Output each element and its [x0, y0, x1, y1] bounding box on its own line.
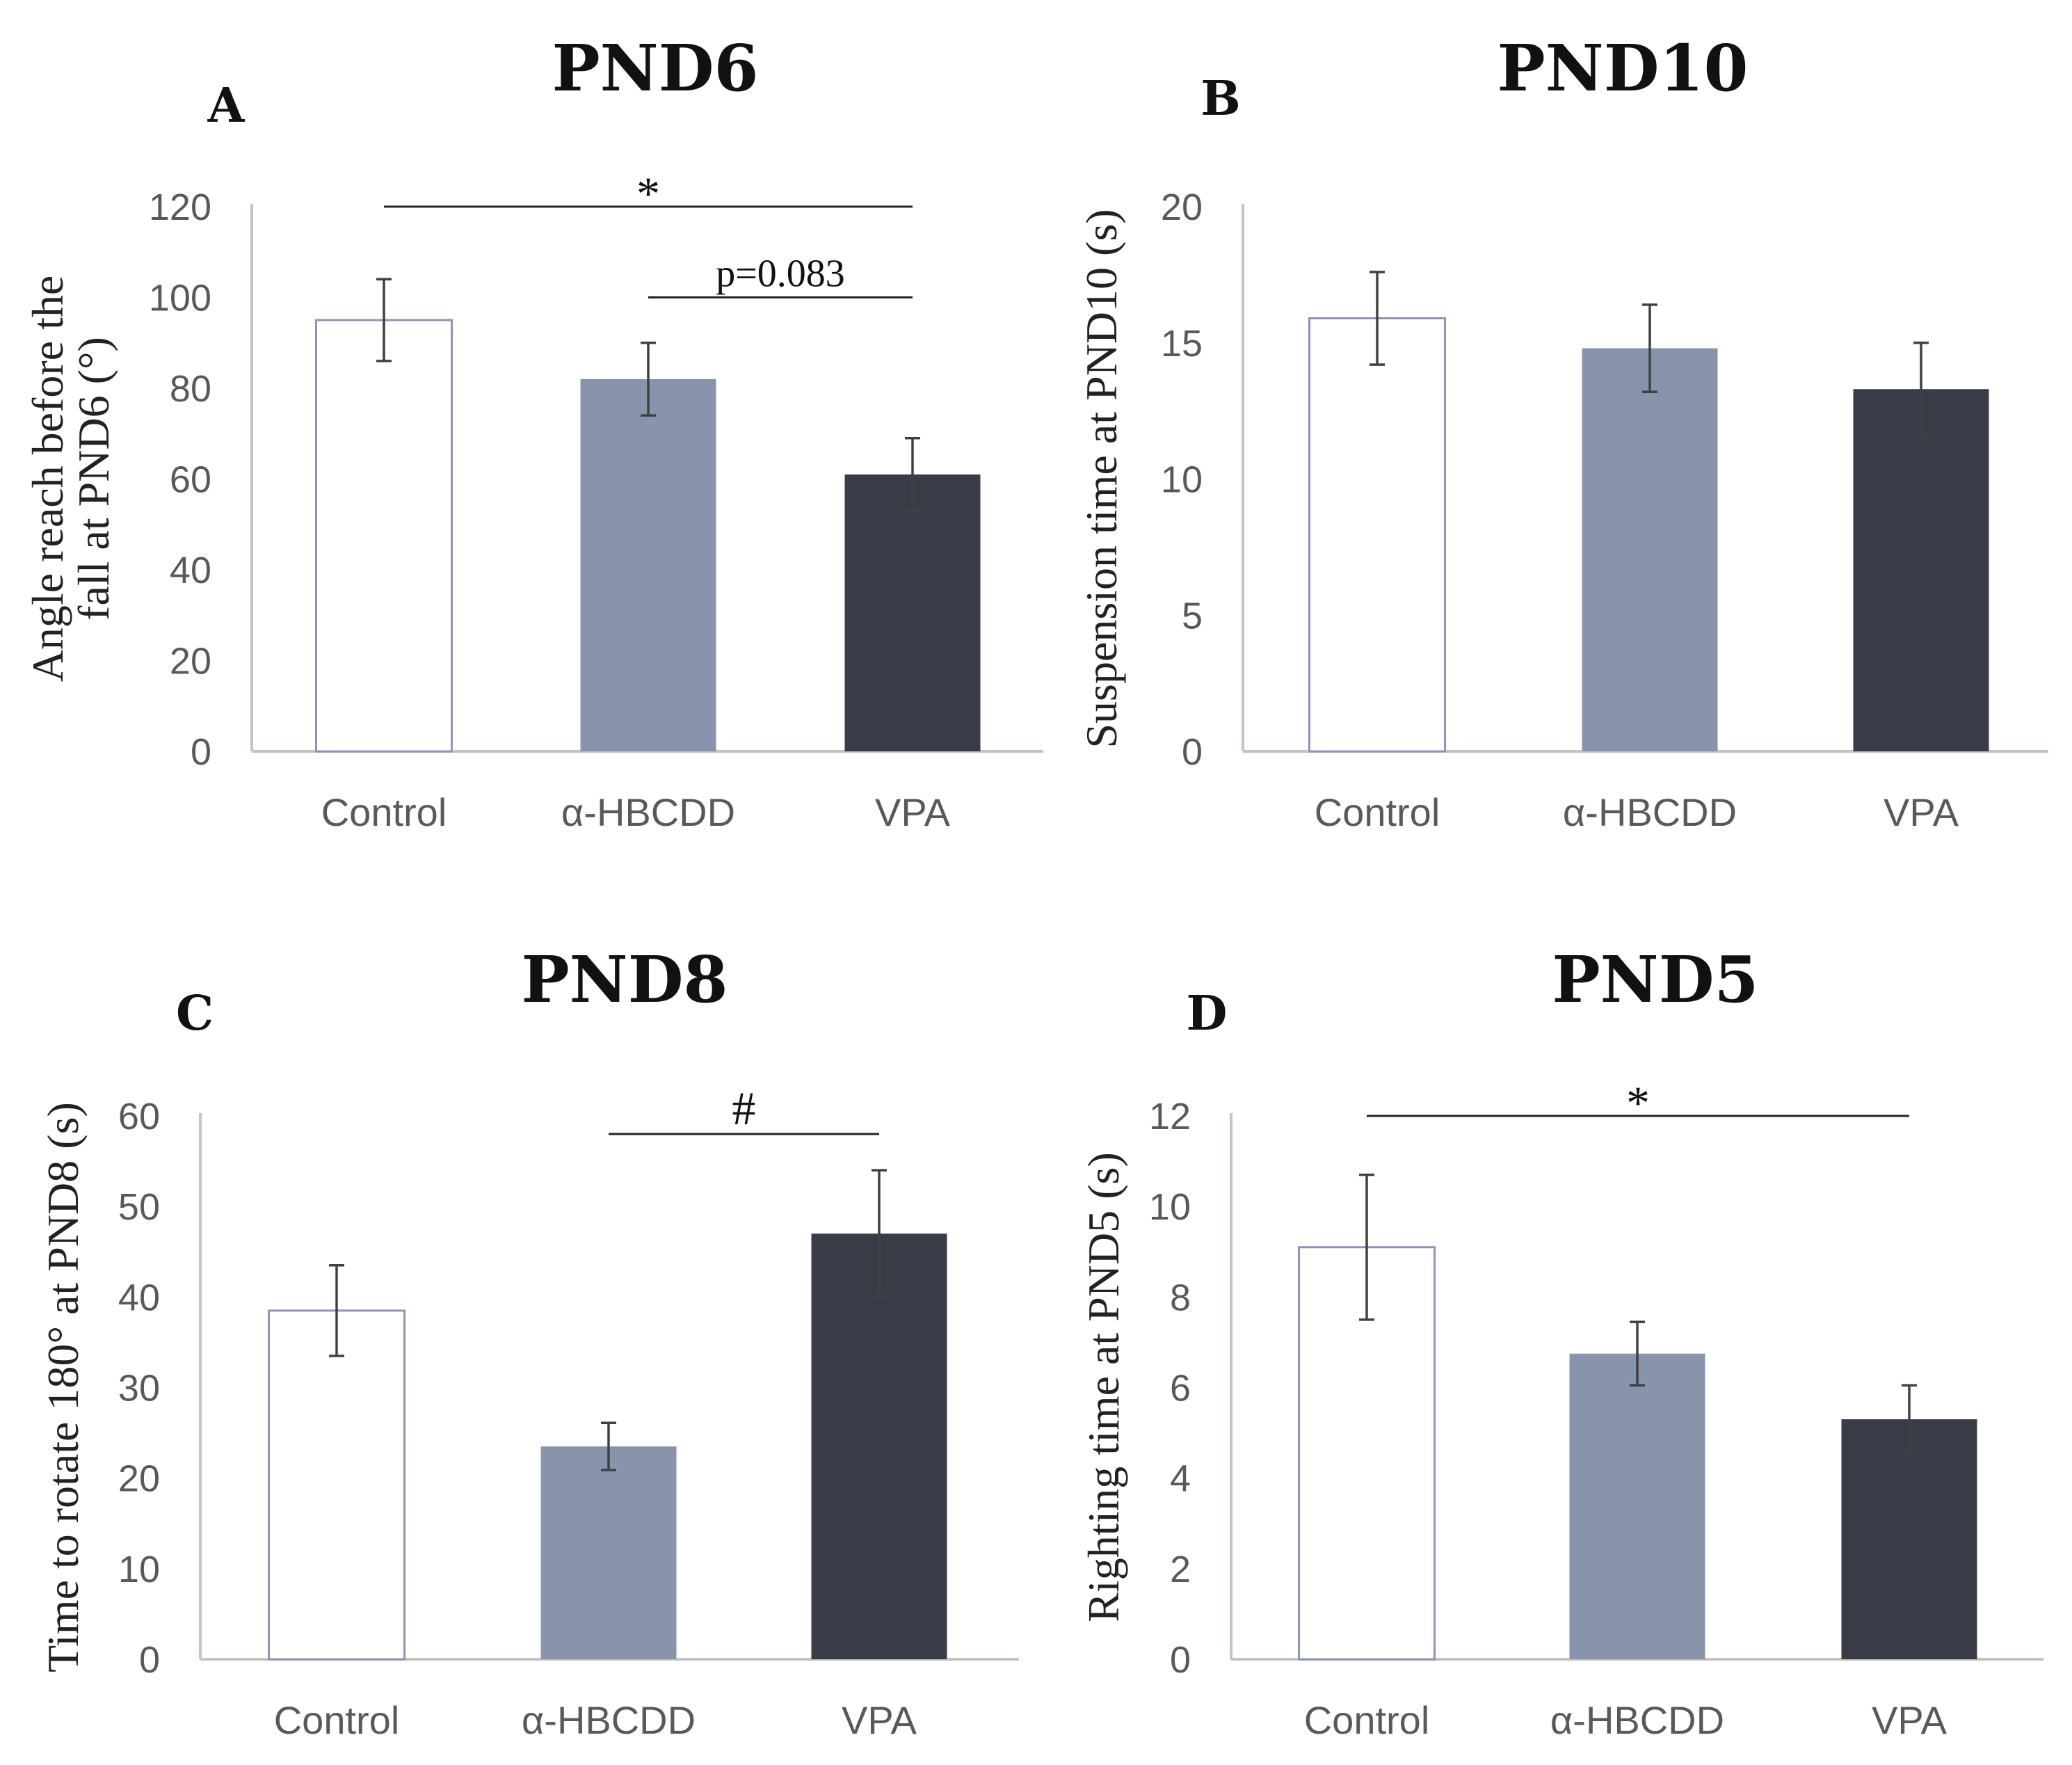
y-axis-label-line: Righting time at PND5 (s)	[1079, 1152, 1128, 1622]
category-label: Control	[1304, 1698, 1430, 1742]
category-label: VPA	[1872, 1698, 1947, 1742]
y-tick-label: 60	[118, 1096, 160, 1137]
y-tick-label: 50	[118, 1186, 160, 1228]
bar-control	[1308, 317, 1446, 753]
y-axis-label-line: Suspension time at PND10 (s)	[1077, 209, 1126, 748]
y-axis-label-line: fall at PND6 (°)	[69, 337, 118, 621]
bar-vpa	[1853, 389, 1989, 751]
y-tick-label: 15	[1161, 323, 1203, 365]
y-tick-label: 12	[1149, 1096, 1191, 1137]
category-label: α-HBCDD	[1550, 1698, 1724, 1742]
y-tick-label: 20	[170, 641, 211, 682]
panel-title: PND6	[552, 31, 758, 106]
bar-control	[315, 319, 453, 753]
y-axis-label-line: Angle reach before the	[23, 275, 72, 682]
y-axis-label: Time to rotate 180° at PND8 (s)	[38, 1102, 88, 1672]
category-label: VPA	[875, 790, 951, 834]
y-tick-label: 80	[170, 368, 211, 410]
panel-c: PND8 C Time to rotate 180° at PND8 (s) 0 10 2…	[38, 942, 1019, 1742]
y-tick-label: 10	[1149, 1186, 1191, 1228]
y-tick-label: 8	[1170, 1277, 1191, 1318]
category-label: α-HBCDD	[522, 1698, 696, 1742]
bar-hbcdd	[1582, 348, 1718, 752]
y-tick-label: 6	[1170, 1368, 1191, 1409]
y-tick-label: 0	[191, 731, 211, 773]
y-tick-label: 60	[170, 459, 211, 501]
y-tick-label: 20	[118, 1458, 160, 1500]
panel-letter: D	[1187, 986, 1228, 1041]
category-label: Control	[1315, 790, 1440, 834]
significance-label: p=0.083	[716, 253, 845, 296]
category-label: α-HBCDD	[1563, 790, 1737, 834]
bar-control	[268, 1309, 405, 1661]
bar-vpa	[1841, 1419, 1977, 1659]
significance-label: *	[636, 167, 660, 220]
y-tick-label: 20	[1161, 186, 1203, 228]
y-tick-label: 30	[118, 1368, 160, 1409]
bar-hbcdd	[1569, 1353, 1705, 1659]
y-tick-label: 120	[149, 186, 211, 228]
panel-title: PND8	[521, 942, 728, 1017]
y-tick-label: 40	[118, 1277, 160, 1318]
panel-d: PND5 D Righting time at PND5 (s) 0 2 4 6 8 10 12 C…	[1079, 942, 2043, 1742]
panel-letter: C	[176, 986, 214, 1041]
y-tick-label: 100	[149, 278, 211, 319]
y-tick-label: 0	[139, 1639, 160, 1681]
category-label: α-HBCDD	[561, 790, 735, 834]
category-label: Control	[274, 1698, 400, 1742]
y-tick-label: 0	[1170, 1639, 1191, 1681]
significance-label: #	[732, 1082, 756, 1135]
panel-letter: A	[207, 78, 246, 134]
y-axis-label: Angle reach before thefall at PND6 (°)	[23, 275, 118, 682]
category-label: VPA	[1884, 790, 1959, 834]
y-tick-label: 2	[1170, 1549, 1191, 1590]
category-label: VPA	[842, 1698, 917, 1742]
y-tick-label: 10	[1161, 459, 1203, 501]
y-axis-label: Righting time at PND5 (s)	[1079, 1152, 1128, 1622]
y-tick-label: 5	[1182, 595, 1203, 637]
bar-vpa	[844, 474, 981, 751]
panel-title: PND10	[1497, 31, 1748, 106]
bar-vpa	[811, 1233, 947, 1659]
significance-label: *	[1626, 1076, 1650, 1129]
panel-letter: B	[1200, 71, 1240, 127]
panel-title: PND5	[1552, 942, 1758, 1017]
panel-b: PND10 B Suspension time at PND10 (s) 0 5 10 15…	[1077, 31, 2048, 834]
bar-hbcdd	[540, 1446, 677, 1659]
y-tick-label: 10	[118, 1549, 160, 1590]
y-axis-label-line: Time to rotate 180° at PND8 (s)	[38, 1102, 88, 1672]
bar-hbcdd	[580, 378, 716, 751]
y-axis-label: Suspension time at PND10 (s)	[1077, 209, 1126, 748]
y-tick-label: 4	[1170, 1458, 1191, 1500]
y-tick-label: 0	[1182, 731, 1203, 773]
panel-a: PND6 A Angle reach before thefall at PND6 …	[23, 31, 1043, 834]
category-label: Control	[321, 790, 447, 834]
y-tick-label: 40	[170, 550, 211, 591]
